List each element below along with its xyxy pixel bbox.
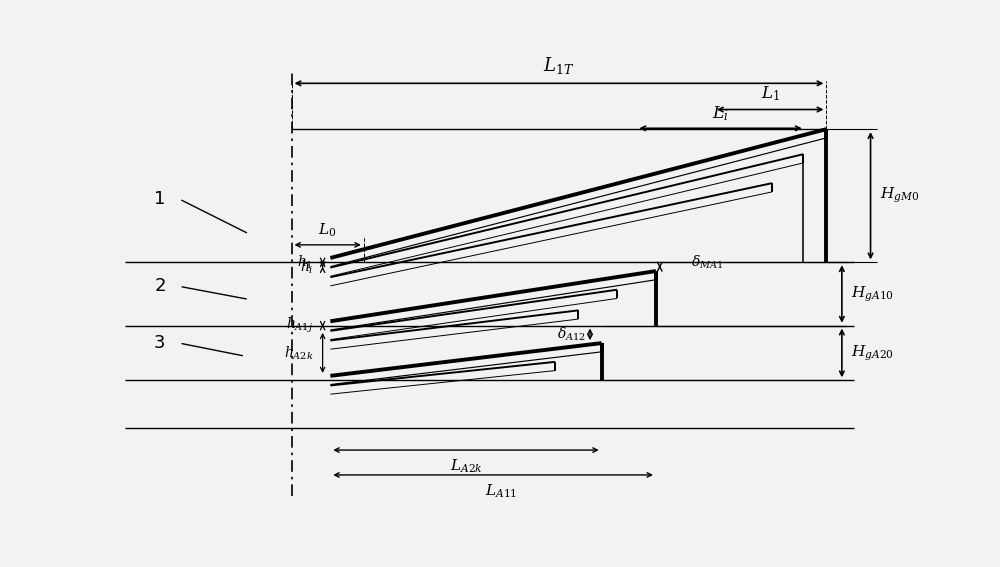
Text: $L_{A11}$: $L_{A11}$ bbox=[485, 483, 517, 500]
Text: $h_{A2k}$: $h_{A2k}$ bbox=[284, 344, 313, 362]
Text: 3: 3 bbox=[154, 334, 166, 352]
Text: $H_{gA10}$: $H_{gA10}$ bbox=[851, 284, 894, 303]
Text: 1: 1 bbox=[154, 190, 166, 208]
Text: $h_i$: $h_i$ bbox=[300, 259, 313, 276]
Text: $h_1$: $h_1$ bbox=[297, 253, 313, 271]
Text: $L_0$: $L_0$ bbox=[318, 221, 337, 239]
Text: 2: 2 bbox=[154, 277, 166, 295]
Text: $h_{A1j}$: $h_{A1j}$ bbox=[286, 316, 313, 335]
Text: $\delta_{A12}$: $\delta_{A12}$ bbox=[557, 325, 586, 343]
Text: $H_{gM0}$: $H_{gM0}$ bbox=[880, 186, 919, 205]
Text: $\delta_{MA1}$: $\delta_{MA1}$ bbox=[691, 253, 723, 271]
Text: $L_{1T}$: $L_{1T}$ bbox=[543, 56, 575, 77]
Text: $L_{A2k}$: $L_{A2k}$ bbox=[450, 458, 482, 475]
Text: $H_{gA20}$: $H_{gA20}$ bbox=[851, 343, 894, 362]
Text: $L_i$: $L_i$ bbox=[712, 104, 729, 122]
Text: $L_1$: $L_1$ bbox=[761, 84, 780, 103]
